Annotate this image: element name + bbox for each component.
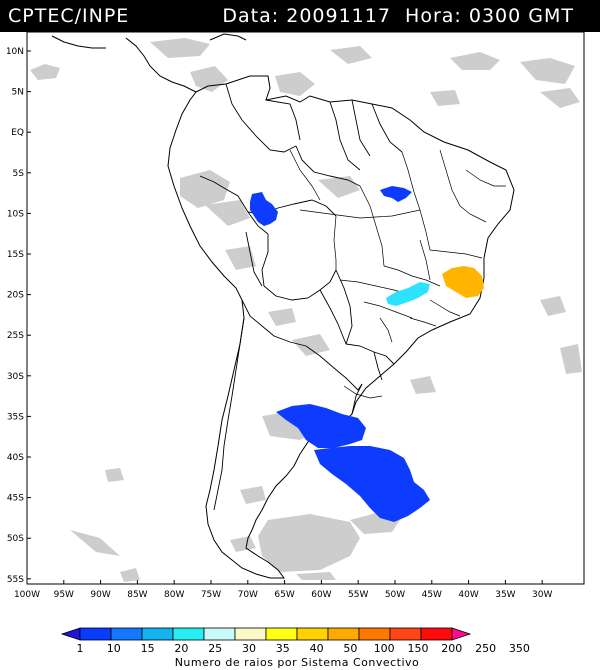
colorbar: 1 10 15 20 25 30 35 40 50 100 150 200 250 350 (60, 627, 530, 655)
colorbar-segment (203, 627, 236, 641)
lon-label: 80W (164, 590, 184, 600)
lat-label: 10N (6, 47, 24, 57)
lon-label: 35W (495, 590, 515, 600)
cluster-para (380, 186, 412, 202)
longitude-axis: 100W 95W 90W 85W 80W 75W 70W 65W 60W 55W 50W 45W 40W… (14, 580, 552, 600)
datetime-label: Data: 20091117 Hora: 0300 GMT (222, 5, 574, 27)
lat-label: 10S (7, 209, 24, 219)
country-borders (199, 83, 403, 511)
map-background (27, 32, 584, 584)
colorbar-label: 100 (374, 642, 395, 655)
colorbar-segment (420, 627, 453, 641)
lon-label: 30W (532, 590, 552, 600)
source-label: CPTEC/INPE (8, 5, 130, 27)
colorbar-segment (327, 627, 360, 641)
title-bar: CPTEC/INPE Data: 20091117 Hora: 0300 GMT (0, 0, 600, 32)
date-value: 20091117 (286, 5, 391, 27)
colorbar-label: 10 (107, 642, 121, 655)
colorbar-label: 20 (174, 642, 188, 655)
lon-label: 70W (238, 590, 258, 600)
lat-label: 5N (12, 88, 24, 98)
colorbar-segment (389, 627, 422, 641)
cluster-argentine-sea (314, 446, 430, 522)
colorbar-label: 350 (509, 642, 530, 655)
lat-label: EQ (11, 128, 24, 138)
lon-label: 45W (422, 590, 442, 600)
lat-label: 20S (7, 291, 24, 301)
colorbar-label: 30 (242, 642, 256, 655)
colorbar-label: 150 (408, 642, 429, 655)
time-label: Hora: (405, 5, 462, 27)
date-label: Data: (222, 5, 280, 27)
latitude-axis: 10N 5N EQ 5S 10S 15S 20S 25S 30S 35S 40S 45S 50S 55S (6, 47, 31, 585)
colorbar-title: Numero de raios por Sistema Convectivo (175, 656, 420, 669)
lat-label: 25S (7, 331, 24, 341)
colorbar-segment (110, 627, 143, 641)
lat-label: 15S (7, 250, 24, 260)
cluster-western-brazil (250, 192, 278, 226)
lat-label: 40S (7, 453, 24, 463)
lat-label: 50S (7, 534, 24, 544)
colorbar-label: 35 (276, 642, 290, 655)
colorbar-segment (265, 627, 298, 641)
colorbar-left-arrow (60, 627, 81, 641)
state-borders (289, 149, 506, 399)
lon-label: 90W (90, 590, 110, 600)
lon-label: 100W (14, 590, 40, 600)
lon-label: 55W (348, 590, 368, 600)
colorbar-segment (172, 627, 205, 641)
colorbar-label: 200 (441, 642, 462, 655)
colorbar-segment (141, 627, 174, 641)
colorbar-label: 15 (141, 642, 155, 655)
cluster-bahia (442, 266, 484, 298)
lon-label: 85W (127, 590, 147, 600)
lightning-clusters (250, 186, 484, 522)
colorbar-segment (358, 627, 391, 641)
colorbar-segment (296, 627, 329, 641)
lat-label: 35S (7, 412, 24, 422)
colorbar-right-arrow (451, 627, 472, 641)
lon-label: 40W (458, 590, 478, 600)
lat-label: 45S (7, 494, 24, 504)
lon-label: 95W (54, 590, 74, 600)
time-value: 0300 GMT (468, 5, 574, 27)
cluster-minas-gerais (386, 282, 430, 306)
central-america (125, 37, 197, 93)
cluster-rio-de-la-plata (276, 404, 366, 448)
lat-label: 30S (7, 372, 24, 382)
lat-label: 55S (7, 575, 24, 585)
colorbar-segment (234, 627, 267, 641)
lon-label: 75W (201, 590, 221, 600)
colorbar-label: 40 (310, 642, 324, 655)
lat-label: 5S (13, 169, 25, 179)
lon-label: 50W (385, 590, 405, 600)
colorbar-label: 50 (343, 642, 357, 655)
colorbar-label: 1 (77, 642, 84, 655)
lon-label: 60W (311, 590, 331, 600)
map-frame (26, 31, 585, 585)
lon-label: 65W (274, 590, 294, 600)
colorbar-label: 250 (475, 642, 496, 655)
colorbar-label: 25 (208, 642, 222, 655)
colorbar-segment (79, 627, 112, 641)
